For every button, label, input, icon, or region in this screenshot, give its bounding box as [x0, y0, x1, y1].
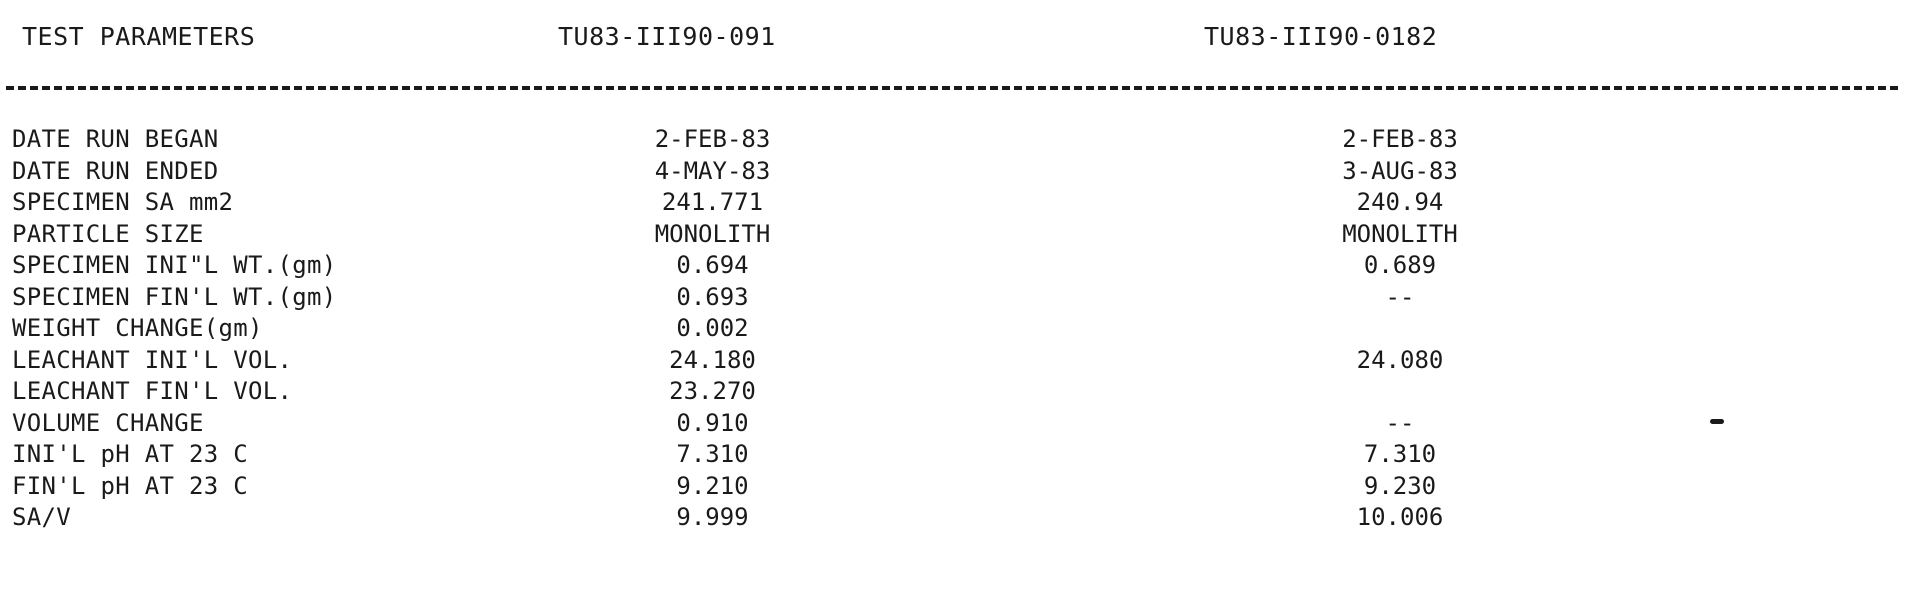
specimen-1-value: 24.180 [669, 345, 756, 374]
table-row: FIN'L pH AT 23 C 9.210 9.230 [0, 471, 1905, 503]
specimen-2-value: 24.080 [1356, 345, 1444, 374]
table-row: SA/V 9.999 10.006 [0, 502, 1905, 534]
specimen-1-value: 7.310 [676, 440, 749, 468]
header-specimen-1: TU83-III90-091 [558, 22, 776, 51]
row-label: FIN'L pH AT 23 C [12, 471, 248, 500]
specimen-2-value: MONOLITH [1342, 219, 1458, 248]
table-row: INI'L pH AT 23 C 7.310 7.310 [0, 439, 1905, 471]
table-row: LEACHANT INI'L VOL. 24.180 24.080 [0, 345, 1905, 377]
row-label: LEACHANT INI'L VOL. [12, 345, 293, 374]
header-test-parameters: TEST PARAMETERS [22, 22, 256, 51]
row-label: SPECIMEN FIN'L WT.(gm) [12, 282, 337, 311]
header-specimen-2: TU83-III90-0182 [1204, 22, 1438, 51]
specimen-1-value: MONOLITH [654, 219, 771, 248]
table-row: DATE RUN BEGAN 2-FEB-83 2-FEB-83 [0, 124, 1905, 156]
row-label: WEIGHT CHANGE(gm) [12, 314, 263, 342]
specimen-1-value: 4-MAY-83 [654, 156, 771, 185]
specimen-1-value: 2-FEB-83 [654, 125, 771, 153]
table-row: SPECIMEN SA mm2 241.771 240.94 [0, 187, 1905, 219]
dashed-divider [6, 86, 1898, 90]
row-label: PARTICLE SIZE [12, 219, 204, 248]
table-row: SPECIMEN INI"L WT.(gm) 0.694 0.689 [0, 250, 1905, 282]
row-label: SPECIMEN INI"L WT.(gm) [12, 251, 337, 279]
specimen-2-value: -- [1385, 408, 1415, 437]
row-label: VOLUME CHANGE [12, 408, 204, 437]
row-label: DATE RUN ENDED [12, 156, 219, 185]
table-row: VOLUME CHANGE 0.910 -- [0, 408, 1905, 440]
specimen-1-value: 241.771 [661, 188, 764, 216]
specimen-1-value: 9.999 [676, 503, 749, 531]
specimen-2-value: 10.006 [1356, 503, 1444, 531]
specimen-2-value: 3-AUG-83 [1342, 156, 1458, 185]
row-label: DATE RUN BEGAN [12, 125, 219, 153]
specimen-1-value: 23.270 [669, 377, 756, 405]
specimen-1-value: 0.693 [676, 282, 749, 311]
row-label: INI'L pH AT 23 C [12, 440, 248, 468]
specimen-1-value: 0.002 [676, 314, 749, 342]
parameter-table: DATE RUN BEGAN 2-FEB-83 2-FEB-83 DATE RU… [0, 124, 1905, 534]
table-row: SPECIMEN FIN'L WT.(gm) 0.693 -- [0, 282, 1905, 314]
stray-mark [1710, 419, 1724, 424]
specimen-2-value: 7.310 [1363, 440, 1437, 468]
row-label: SPECIMEN SA mm2 [12, 188, 234, 216]
table-row: DATE RUN ENDED 4-MAY-83 3-AUG-83 [0, 156, 1905, 188]
specimen-2-value: 9.230 [1363, 471, 1437, 500]
specimen-2-value: 2-FEB-83 [1342, 125, 1458, 153]
table-row: LEACHANT FIN'L VOL. 23.270 [0, 376, 1905, 408]
specimen-1-value: 0.694 [676, 251, 749, 279]
specimen-2-value: 0.689 [1363, 251, 1437, 279]
specimen-2-value: 240.94 [1356, 188, 1444, 216]
row-label: LEACHANT FIN'L VOL. [12, 377, 293, 405]
specimen-2-value: -- [1385, 282, 1415, 311]
table-row: WEIGHT CHANGE(gm) 0.002 [0, 313, 1905, 345]
row-label: SA/V [12, 503, 71, 531]
specimen-1-value: 9.210 [676, 471, 749, 500]
specimen-1-value: 0.910 [676, 408, 749, 437]
table-row: PARTICLE SIZE MONOLITH MONOLITH [0, 219, 1905, 251]
